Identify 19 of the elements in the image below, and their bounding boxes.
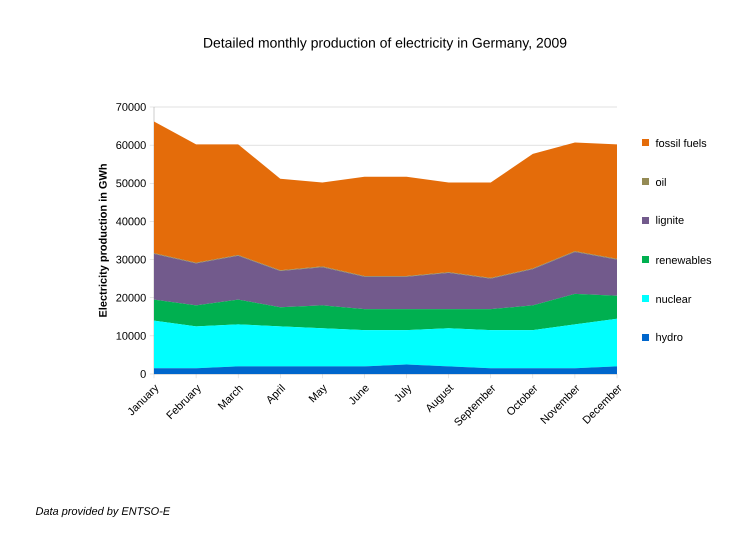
legend-label: nuclear — [656, 294, 692, 304]
text: Data provided by ENTSO-E — [36, 506, 170, 518]
y-tick-label: 70000 — [116, 103, 146, 111]
legend-label: lignite — [656, 216, 684, 226]
legend-label: hydro — [656, 332, 682, 344]
y-tick-label: 50000 — [116, 179, 146, 188]
x-tick-label: May — [308, 384, 327, 403]
y-tick-label: 40000 — [116, 218, 146, 226]
legend-label: renewables — [656, 256, 712, 264]
y-tick-label: 30000 — [116, 256, 146, 264]
y-tick-label: 60000 — [116, 141, 146, 150]
legend-label: fossil fuels — [656, 138, 706, 148]
chart-title: Detailed monthly production of electricity in Germany, 2009 — [204, 37, 566, 50]
y-axis-title: Electricity production in GWh — [98, 164, 109, 317]
x-tick-label: July — [394, 384, 412, 402]
y-tick-label: 10000 — [116, 332, 146, 340]
y-tick-label: 20000 — [116, 294, 146, 302]
y-tick-label: 0 — [140, 370, 146, 378]
legend-label: oil — [656, 178, 666, 186]
